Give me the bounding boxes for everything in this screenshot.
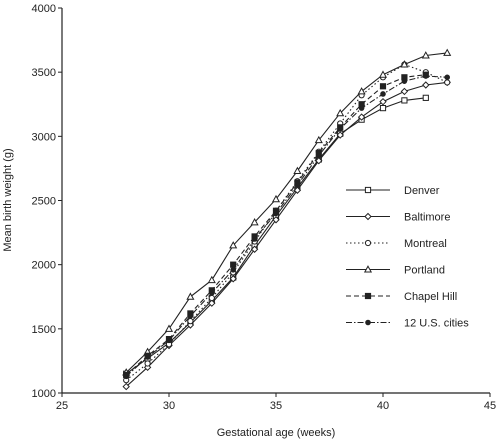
data-point-12-u-s-cities <box>230 267 236 273</box>
data-point-baltimore <box>122 382 130 391</box>
legend-label: 12 U.S. cities <box>404 318 469 330</box>
y-axis-title: Mean birth weight (g) <box>2 148 14 251</box>
legend-marker <box>364 212 372 221</box>
y-tick-label: 1500 <box>32 324 56 336</box>
data-point-montreal <box>444 79 451 86</box>
legend-label: Montreal <box>404 238 447 250</box>
data-point-portland <box>443 48 452 56</box>
legend-item-portland: Portland <box>346 265 445 277</box>
x-tick-label: 30 <box>163 400 175 412</box>
data-point-montreal <box>208 294 215 302</box>
data-point-portland <box>314 135 323 144</box>
data-point-12-u-s-cities <box>123 373 129 380</box>
x-tick-label: 40 <box>377 400 389 412</box>
data-point-12-u-s-cities <box>144 354 151 360</box>
data-point-baltimore <box>357 113 366 121</box>
data-point-portland <box>400 60 409 68</box>
data-point-12-u-s-cities <box>337 125 344 132</box>
data-point-baltimore <box>336 131 344 139</box>
data-point-portland <box>164 324 174 332</box>
data-point-12-u-s-cities <box>401 78 408 84</box>
data-point-baltimore <box>379 97 387 106</box>
x-tick-label: 25 <box>56 400 68 412</box>
data-point-12-u-s-cities <box>187 313 194 319</box>
legend-items: Denver Baltimore Montreal Portland Chapel Hi… <box>346 185 469 330</box>
legend: Denver Baltimore Montreal Portland Chapel Hi… <box>338 173 478 338</box>
series-line-12-u-s-cities <box>125 75 448 377</box>
data-point-baltimore <box>400 87 409 96</box>
y-ticks: 1000 1500 2000 2500 3000 3500 4000 <box>32 3 62 400</box>
data-point-portland <box>293 166 302 174</box>
legend-marker <box>363 265 373 273</box>
data-point-12-u-s-cities <box>358 105 365 111</box>
series-layer <box>122 48 452 391</box>
legend-label: Portland <box>404 265 445 277</box>
y-tick-label: 2500 <box>32 196 56 208</box>
data-point-portland <box>250 217 259 226</box>
data-point-portland <box>186 292 195 300</box>
data-point-12-u-s-cities <box>273 210 279 217</box>
legend-marker <box>364 186 372 194</box>
x-tick-label: 45 <box>484 400 496 412</box>
data-point-montreal <box>144 360 151 367</box>
data-point-baltimore <box>272 216 280 224</box>
legend-label: Chapel Hill <box>404 291 457 303</box>
series-line-chapel-hill <box>125 74 426 376</box>
y-tick-label: 4000 <box>32 3 56 15</box>
legend-marker <box>364 292 372 300</box>
y-tick-label: 3000 <box>32 131 56 143</box>
series-portland <box>122 48 452 376</box>
data-point-portland <box>378 70 388 78</box>
data-point-portland <box>336 108 345 117</box>
legend-marker <box>365 319 371 326</box>
data-point-denver <box>422 94 429 101</box>
legend-label: Denver <box>404 185 440 197</box>
legend-item-chapel-hill: Chapel Hill <box>346 291 457 303</box>
data-point-baltimore <box>229 275 237 283</box>
legend-item-montreal: Montreal <box>346 238 447 250</box>
y-tick-label: 1000 <box>32 388 56 400</box>
legend-item-12-u-s-cities: 12 U.S. cities <box>346 318 469 330</box>
series-line-portland <box>125 52 448 373</box>
data-point-12-u-s-cities <box>166 337 172 344</box>
data-point-baltimore <box>422 81 430 89</box>
legend-item-denver: Denver <box>346 185 440 197</box>
series-line-baltimore <box>125 81 448 388</box>
data-point-12-u-s-cities <box>209 290 215 296</box>
data-point-denver <box>401 97 408 104</box>
x-axis-title: Gestational age (weeks) <box>217 427 336 439</box>
x-ticks: 25 30 35 40 45 <box>56 393 496 412</box>
data-point-12-u-s-cities <box>423 73 429 79</box>
data-point-montreal <box>187 318 194 325</box>
data-point-portland <box>421 51 430 59</box>
data-point-baltimore <box>208 299 216 307</box>
x-tick-label: 35 <box>270 400 282 412</box>
data-point-portland <box>207 275 216 284</box>
data-point-12-u-s-cities <box>380 91 386 97</box>
data-point-baltimore <box>250 245 259 253</box>
y-tick-label: 2000 <box>32 260 56 272</box>
data-point-denver <box>379 105 387 112</box>
y-tick-label: 3500 <box>32 67 56 79</box>
data-point-12-u-s-cities <box>294 182 301 188</box>
series-12-u-s-cities <box>123 73 451 380</box>
legend-item-baltimore: Baltimore <box>346 212 450 224</box>
data-point-portland <box>229 241 238 249</box>
data-point-12-u-s-cities <box>444 74 451 81</box>
data-point-chapel-hill <box>379 83 387 90</box>
legend-label: Baltimore <box>404 212 450 224</box>
legend-marker <box>364 239 372 247</box>
data-point-12-u-s-cities <box>251 236 258 242</box>
data-point-portland <box>357 87 366 95</box>
data-point-12-u-s-cities <box>316 152 322 159</box>
data-point-baltimore <box>315 157 323 165</box>
legend-frame <box>338 173 478 338</box>
data-point-portland <box>271 194 281 203</box>
data-point-baltimore <box>293 186 302 194</box>
